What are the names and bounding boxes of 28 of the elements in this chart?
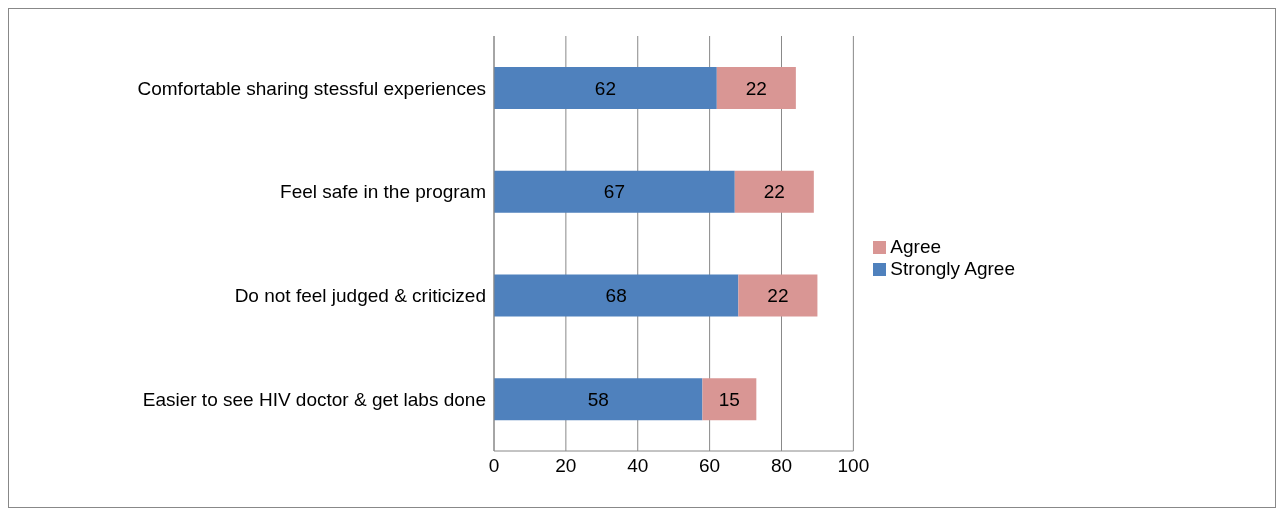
- bar: [734, 170, 814, 213]
- y-tick-label: Comfortable sharing stessful experiences: [137, 77, 486, 99]
- bar: [494, 67, 717, 109]
- data-label: 22: [745, 77, 767, 99]
- bar: [716, 67, 796, 109]
- x-tick-label: 80: [770, 455, 793, 477]
- bar: [494, 274, 739, 317]
- legend-label: Agree: [890, 236, 942, 257]
- bar: [494, 378, 703, 421]
- bar: [494, 170, 735, 213]
- data-label: 22: [763, 181, 785, 203]
- legend-label: Strongly Agree: [890, 258, 1015, 279]
- data-label: 22: [767, 285, 789, 307]
- bar: [738, 274, 818, 317]
- data-label: 68: [605, 285, 627, 307]
- data-label: 15: [718, 388, 740, 410]
- y-tick-label: Feel safe in the program: [280, 181, 486, 203]
- x-tick-label: 60: [699, 455, 721, 477]
- y-tick-label: Do not feel judged & criticized: [234, 285, 486, 307]
- data-label: 58: [587, 388, 609, 410]
- x-tick-label: 20: [555, 455, 577, 477]
- x-tick-label: 0: [488, 455, 500, 477]
- data-label: 67: [603, 181, 625, 203]
- bar: [702, 378, 757, 421]
- data-label: 62: [594, 77, 616, 99]
- y-tick-label: Easier to see HIV doctor & get labs done: [142, 388, 486, 410]
- x-tick-label: 100: [837, 455, 870, 477]
- x-tick-label: 40: [627, 455, 649, 477]
